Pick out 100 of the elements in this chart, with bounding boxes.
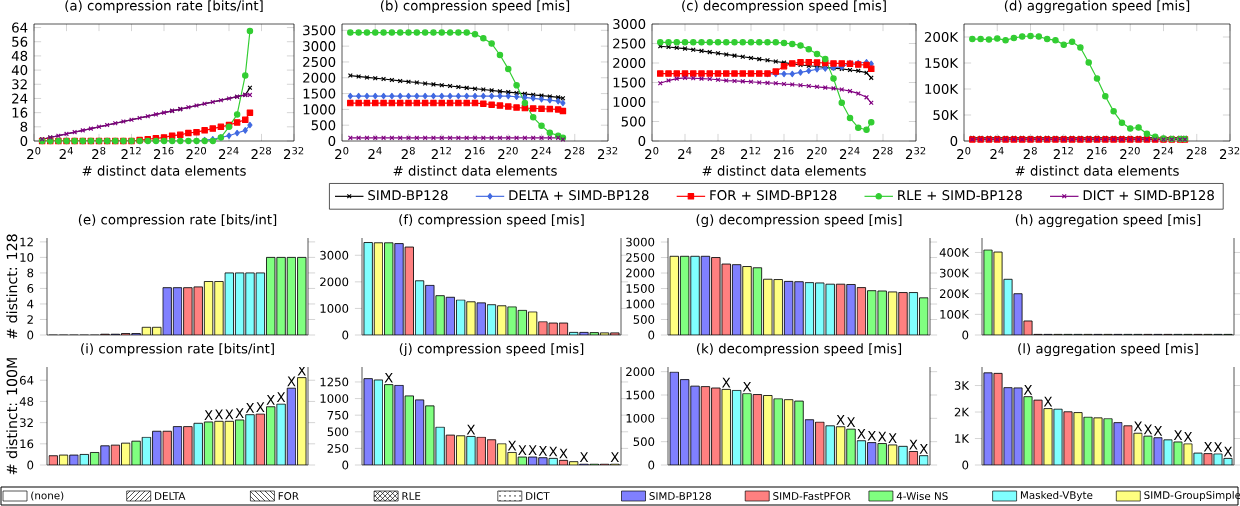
y-tick-label: 3000	[320, 250, 349, 260]
y-tick-label: 48	[19, 397, 34, 406]
y-tick-label: 500	[633, 315, 655, 324]
data-label: X	[204, 410, 213, 420]
y-tick-label: 2500	[626, 253, 655, 262]
y-tick-label: 3000	[303, 41, 336, 52]
chart-title: (j) compression speed [mis]	[399, 343, 584, 357]
y-tick-label: 1000	[613, 96, 646, 108]
x-tick-label: 2$^{4}$	[59, 146, 73, 159]
y-tick-label: 750	[327, 410, 349, 420]
x-tick-label: 2$^{12}$	[1053, 146, 1073, 160]
y-tick-label: 0	[638, 135, 646, 147]
x-axis-title: # distinct data elements	[702, 165, 866, 176]
y-tick-label: 1K	[955, 434, 970, 443]
data-label: X	[1213, 442, 1223, 452]
x-tick-label: 2$^{28}$	[872, 146, 893, 160]
y-tick-label: 0	[342, 330, 349, 340]
data-label: X	[384, 372, 393, 383]
data-label: X	[1153, 426, 1163, 436]
category-label: 4-Wise NS	[896, 492, 948, 501]
chart-title: (c) decompression speed [mis]	[682, 0, 886, 14]
legend-label: SIMD-BP128	[368, 190, 448, 201]
y-tick-label: 4	[27, 299, 34, 309]
data-label: X	[846, 417, 856, 428]
data-label: X	[610, 452, 619, 463]
y-tick-label: 24	[12, 93, 28, 104]
y-tick-label: 0	[27, 460, 34, 470]
legend-label: DELTA + SIMD-BP128	[509, 190, 649, 201]
data-label: X	[857, 429, 866, 439]
data-label: X	[1143, 424, 1153, 435]
y-tick-label: 300K	[939, 268, 970, 278]
data-label: X	[722, 377, 731, 388]
data-label: X	[225, 409, 234, 420]
x-tick-label: 2$^{8}$	[401, 146, 415, 160]
y-tick-label: 2000	[626, 268, 655, 278]
y-tick-label: 64	[19, 375, 34, 385]
data-label: X	[867, 430, 876, 441]
x-tick-label: 2$^{4}$	[678, 146, 692, 159]
chart-title: (k) decompression speed [mis]	[696, 343, 902, 357]
y-tick-label: 2000	[626, 367, 655, 377]
chart-title: (b) compression speed [mis]	[380, 0, 570, 14]
y-tick-label: 1000	[320, 304, 349, 313]
data-label: X	[1173, 430, 1183, 440]
y-tick-label: 1250	[320, 377, 349, 387]
x-tick-label: 2$^{0}$	[645, 146, 659, 160]
data-label: X	[742, 381, 752, 392]
y-tick-label: 200K	[939, 289, 970, 299]
y-tick-label: 0	[962, 460, 969, 470]
x-tick-label: 2$^{24}$	[531, 146, 552, 160]
x-tick-label: 2$^{24}$	[839, 146, 860, 160]
category-label: DELTA	[155, 492, 186, 500]
legend-label: FOR + SIMD-BP128	[710, 190, 837, 201]
data-label: X	[919, 443, 928, 454]
data-label: X	[256, 402, 265, 413]
data-label: X	[538, 445, 548, 456]
y-tick-label: 100K	[940, 309, 970, 319]
x-tick-label: 2$^{24}$	[1153, 146, 1174, 160]
x-tick-label: 2$^{12}$	[740, 146, 761, 160]
y-tick-label: 3000	[613, 18, 646, 30]
data-label: X	[909, 439, 918, 450]
chart-title: (h) aggregation speed [mis]	[1015, 214, 1201, 228]
x-tick-label: 2$^{28}$	[251, 146, 271, 160]
y-tick-label: 2000	[613, 57, 646, 69]
data-label: X	[466, 424, 476, 435]
data-label: X	[559, 448, 568, 459]
y-tick-label: 3500	[303, 25, 336, 36]
y-tick-label: 150K	[925, 57, 959, 69]
data-label: X	[1203, 441, 1213, 452]
y-tick-label: 1500	[613, 77, 646, 88]
data-label: X	[287, 376, 296, 387]
data-label: X	[528, 445, 537, 456]
y-tick-label: 3000	[626, 237, 655, 247]
x-tick-label: 2$^{20}$	[498, 146, 518, 160]
y-tick-label: 2000	[303, 72, 336, 83]
y-tick-label: 2500	[303, 56, 336, 67]
data-label: X	[507, 440, 517, 451]
data-label: X	[276, 392, 286, 403]
y-tick-label: 100K	[925, 83, 959, 95]
y-tick-label: 250	[327, 443, 349, 453]
x-tick-label: 2$^{32}$	[597, 146, 618, 160]
x-tick-label: 2$^{16}$	[464, 146, 485, 160]
category-label: DICT	[526, 492, 550, 500]
data-label: X	[1023, 384, 1033, 395]
y-tick-label: 1000	[626, 299, 655, 309]
y-tick-label: 1500	[626, 390, 655, 400]
x-tick-label: 2$^{8}$	[92, 146, 106, 160]
x-tick-label: 2$^{0}$	[27, 146, 41, 160]
y-tick-label: 0	[342, 460, 349, 470]
data-label: X	[836, 415, 845, 425]
y-tick-label: 0	[962, 330, 969, 340]
data-label: X	[1183, 432, 1193, 442]
category-label: SIMD-GroupSimple	[1144, 491, 1240, 501]
category-label: Masked-VByte	[1020, 491, 1093, 501]
y-tick-label: 200K	[924, 31, 959, 43]
y-tick-label: 2500	[613, 38, 646, 49]
chart-title: (g) decompression speed [mis]	[696, 214, 902, 228]
chart-title: (d) aggregation speed [mis]	[1004, 0, 1190, 14]
chart-title: (e) compression rate [bits/int]	[78, 214, 277, 228]
data-label: X	[1043, 396, 1053, 407]
x-axis-title: # distinct data elements	[1015, 165, 1179, 176]
